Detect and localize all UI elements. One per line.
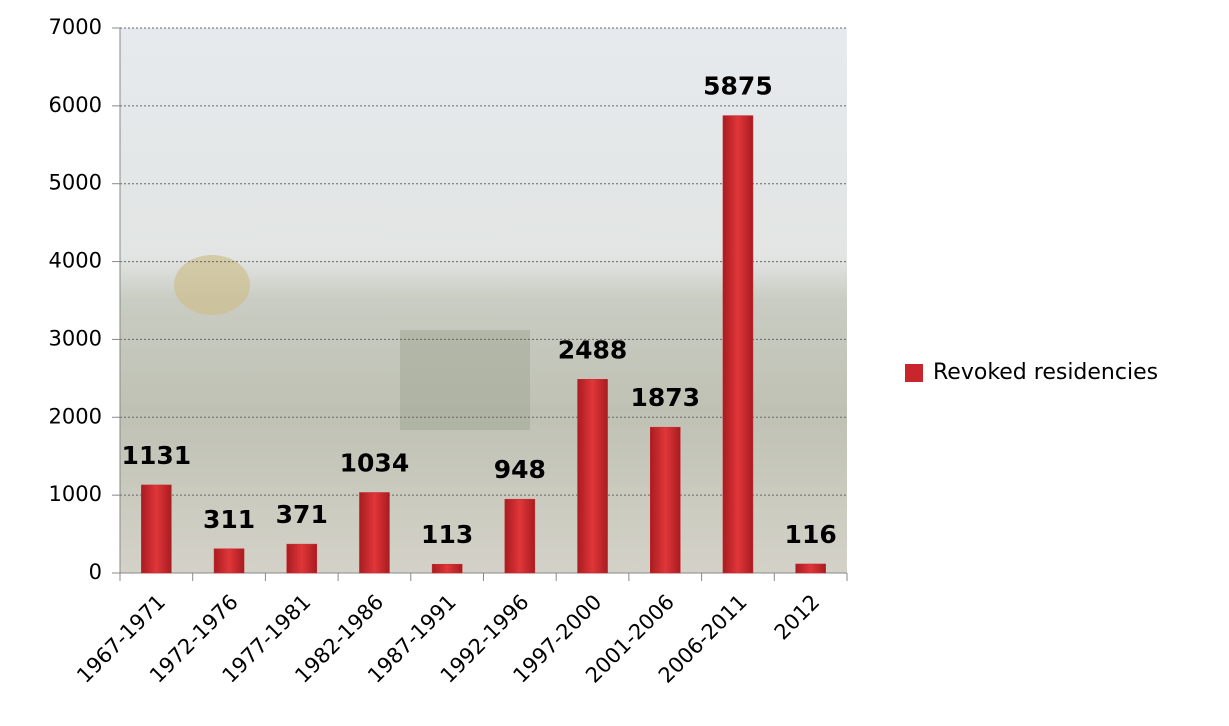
y-tick-label: 0 xyxy=(89,560,102,584)
bar xyxy=(650,426,681,574)
data-label: 311 xyxy=(203,505,255,534)
y-tick-label: 5000 xyxy=(49,171,102,195)
legend-label: Revoked residencies xyxy=(933,360,1158,385)
data-label: 1034 xyxy=(340,448,410,477)
y-tick-label: 4000 xyxy=(49,249,102,273)
y-tick-label: 2000 xyxy=(49,404,102,428)
data-label: 2488 xyxy=(558,335,628,364)
data-label: 1873 xyxy=(630,383,700,412)
background-trees xyxy=(400,330,530,430)
data-label: 1131 xyxy=(122,441,192,470)
bar xyxy=(359,492,390,574)
background-dome xyxy=(174,255,250,315)
data-label: 948 xyxy=(494,455,546,484)
data-label: 116 xyxy=(785,520,837,549)
bar xyxy=(722,115,754,574)
bar xyxy=(577,379,608,574)
bar xyxy=(504,498,536,574)
bar xyxy=(141,484,172,574)
legend-swatch xyxy=(905,364,923,382)
data-label: 5875 xyxy=(703,72,773,101)
bar xyxy=(795,563,826,574)
data-label: 113 xyxy=(421,520,473,549)
y-tick-label: 1000 xyxy=(49,482,102,506)
x-tick-label: 2012 xyxy=(770,590,825,645)
y-tick-label: 3000 xyxy=(49,326,102,350)
y-tick-label: 7000 xyxy=(49,15,102,39)
y-tick-label: 6000 xyxy=(49,93,102,117)
data-label: 371 xyxy=(276,500,328,529)
bar xyxy=(431,563,463,574)
bar xyxy=(213,548,245,574)
bar xyxy=(286,543,317,574)
